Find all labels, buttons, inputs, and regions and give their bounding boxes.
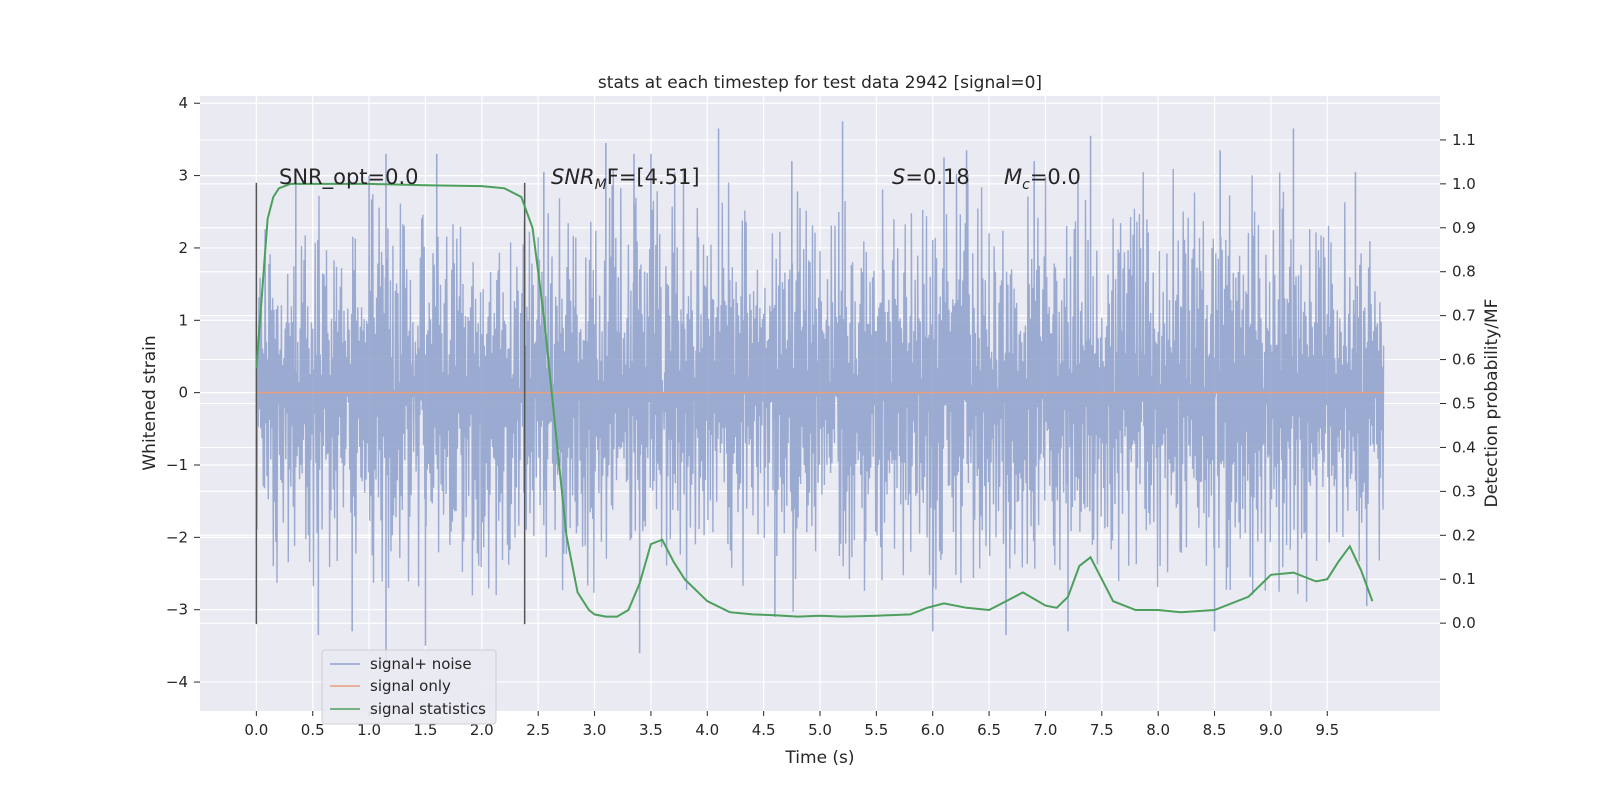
x-tick-label: 8.5: [1203, 721, 1227, 739]
legend-label-noise: signal+ noise: [370, 655, 472, 673]
x-tick-label: 0.5: [301, 721, 325, 739]
snr-mf-base: SNR: [551, 165, 595, 189]
y-right-tick-label: 0.9: [1452, 219, 1476, 237]
y-left-tick-labels: 4 3 2 1 0 −1 −2 −3 −4: [166, 94, 200, 691]
noise-trace: [255, 168, 1385, 612]
annotation-mc: Mc=0.0: [1004, 165, 1081, 193]
y-right-tick-label: 1.1: [1452, 131, 1476, 149]
x-tick-label: 2.5: [526, 721, 550, 739]
x-axis-label: Time (s): [784, 748, 854, 768]
x-tick-label: 4.0: [695, 721, 719, 739]
legend-label-signal-only: signal only: [370, 677, 451, 695]
y-right-tick-label: 0.2: [1452, 526, 1476, 544]
signal-statistics-line: [255, 182, 1374, 618]
x-tick-labels: 0.0 0.5 1.0 1.5 2.0 2.5 3.0 3.5 4.0 4.5 5.0 5.5 6.0 6…: [244, 711, 1339, 739]
y-right-tick-label: 0.1: [1452, 570, 1476, 588]
x-tick-label: 7.5: [1090, 721, 1114, 739]
vertical-markers: [255, 182, 526, 625]
s-value: =0.18: [905, 165, 969, 189]
y-right-tick-label: 0.5: [1452, 395, 1476, 413]
y-left-tick-label: −1: [166, 456, 188, 474]
annotation-snr-opt: SNR_opt=0.0: [279, 165, 419, 190]
annotation-snr-mf: SNRMF=[4.51]: [551, 165, 700, 193]
x-tick-label: 7.0: [1034, 721, 1058, 739]
y-right-tick-labels: 1.1 1.0 0.9 0.8 0.7 0.6 0.5 0.4 0.3 0.2 0.1 0.0: [1440, 131, 1476, 632]
x-tick-label: 3.5: [639, 721, 663, 739]
legend-label-statistics: signal statistics: [370, 700, 486, 718]
legend-box: [321, 649, 497, 725]
s-symbol: S: [892, 165, 905, 189]
x-tick-label: 0.0: [244, 721, 268, 739]
x-tick-label: 1.5: [414, 721, 438, 739]
y-left-tick-label: 0: [178, 384, 188, 402]
x-tick-label: 5.0: [808, 721, 832, 739]
y-left-tick-label: −4: [166, 673, 188, 691]
y-right-axis-label: Detection probability/MF: [1482, 299, 1502, 508]
y-right-tick-label: 1.0: [1452, 175, 1476, 193]
y-left-tick-label: −2: [166, 528, 188, 546]
x-tick-label: 1.0: [357, 721, 381, 739]
x-tick-label: 9.0: [1259, 721, 1283, 739]
snr-mf-sub: M: [595, 177, 607, 193]
noise-series: [255, 121, 1385, 664]
y-left-tick-label: −3: [166, 601, 188, 619]
y-right-tick-label: 0.0: [1452, 614, 1476, 632]
annotation-s: S=0.18: [892, 165, 970, 189]
y-left-tick-label: 4: [178, 94, 188, 112]
y-left-tick-label: 1: [178, 311, 188, 329]
x-tick-label: 3.0: [583, 721, 607, 739]
y-right-tick-label: 0.7: [1452, 307, 1476, 325]
x-tick-label: 6.0: [921, 721, 945, 739]
mc-value: =0.0: [1030, 165, 1081, 189]
y-right-tick-label: 0.6: [1452, 351, 1476, 369]
y-right-tick-label: 0.4: [1452, 438, 1476, 456]
x-tick-label: 2.0: [470, 721, 494, 739]
x-tick-label: 9.5: [1315, 721, 1339, 739]
legend: signal+ noise signal only signal statist…: [321, 649, 497, 725]
y-left-tick-label: 3: [178, 167, 188, 185]
y-axis-label: Whitened strain: [140, 335, 160, 470]
chart-title: stats at each timestep for test data 294…: [598, 73, 1042, 93]
mc-sub: c: [1022, 177, 1030, 193]
x-tick-label: 6.5: [977, 721, 1001, 739]
snr-mf-rest: F=[4.51]: [607, 165, 700, 189]
y-right-tick-label: 0.8: [1452, 263, 1476, 281]
y-right-tick-label: 0.3: [1452, 482, 1476, 500]
x-tick-label: 5.5: [864, 721, 888, 739]
x-tick-label: 4.5: [752, 721, 776, 739]
y-left-tick-label: 2: [178, 239, 188, 257]
mc-base: M: [1004, 165, 1022, 189]
x-tick-label: 8.0: [1146, 721, 1170, 739]
